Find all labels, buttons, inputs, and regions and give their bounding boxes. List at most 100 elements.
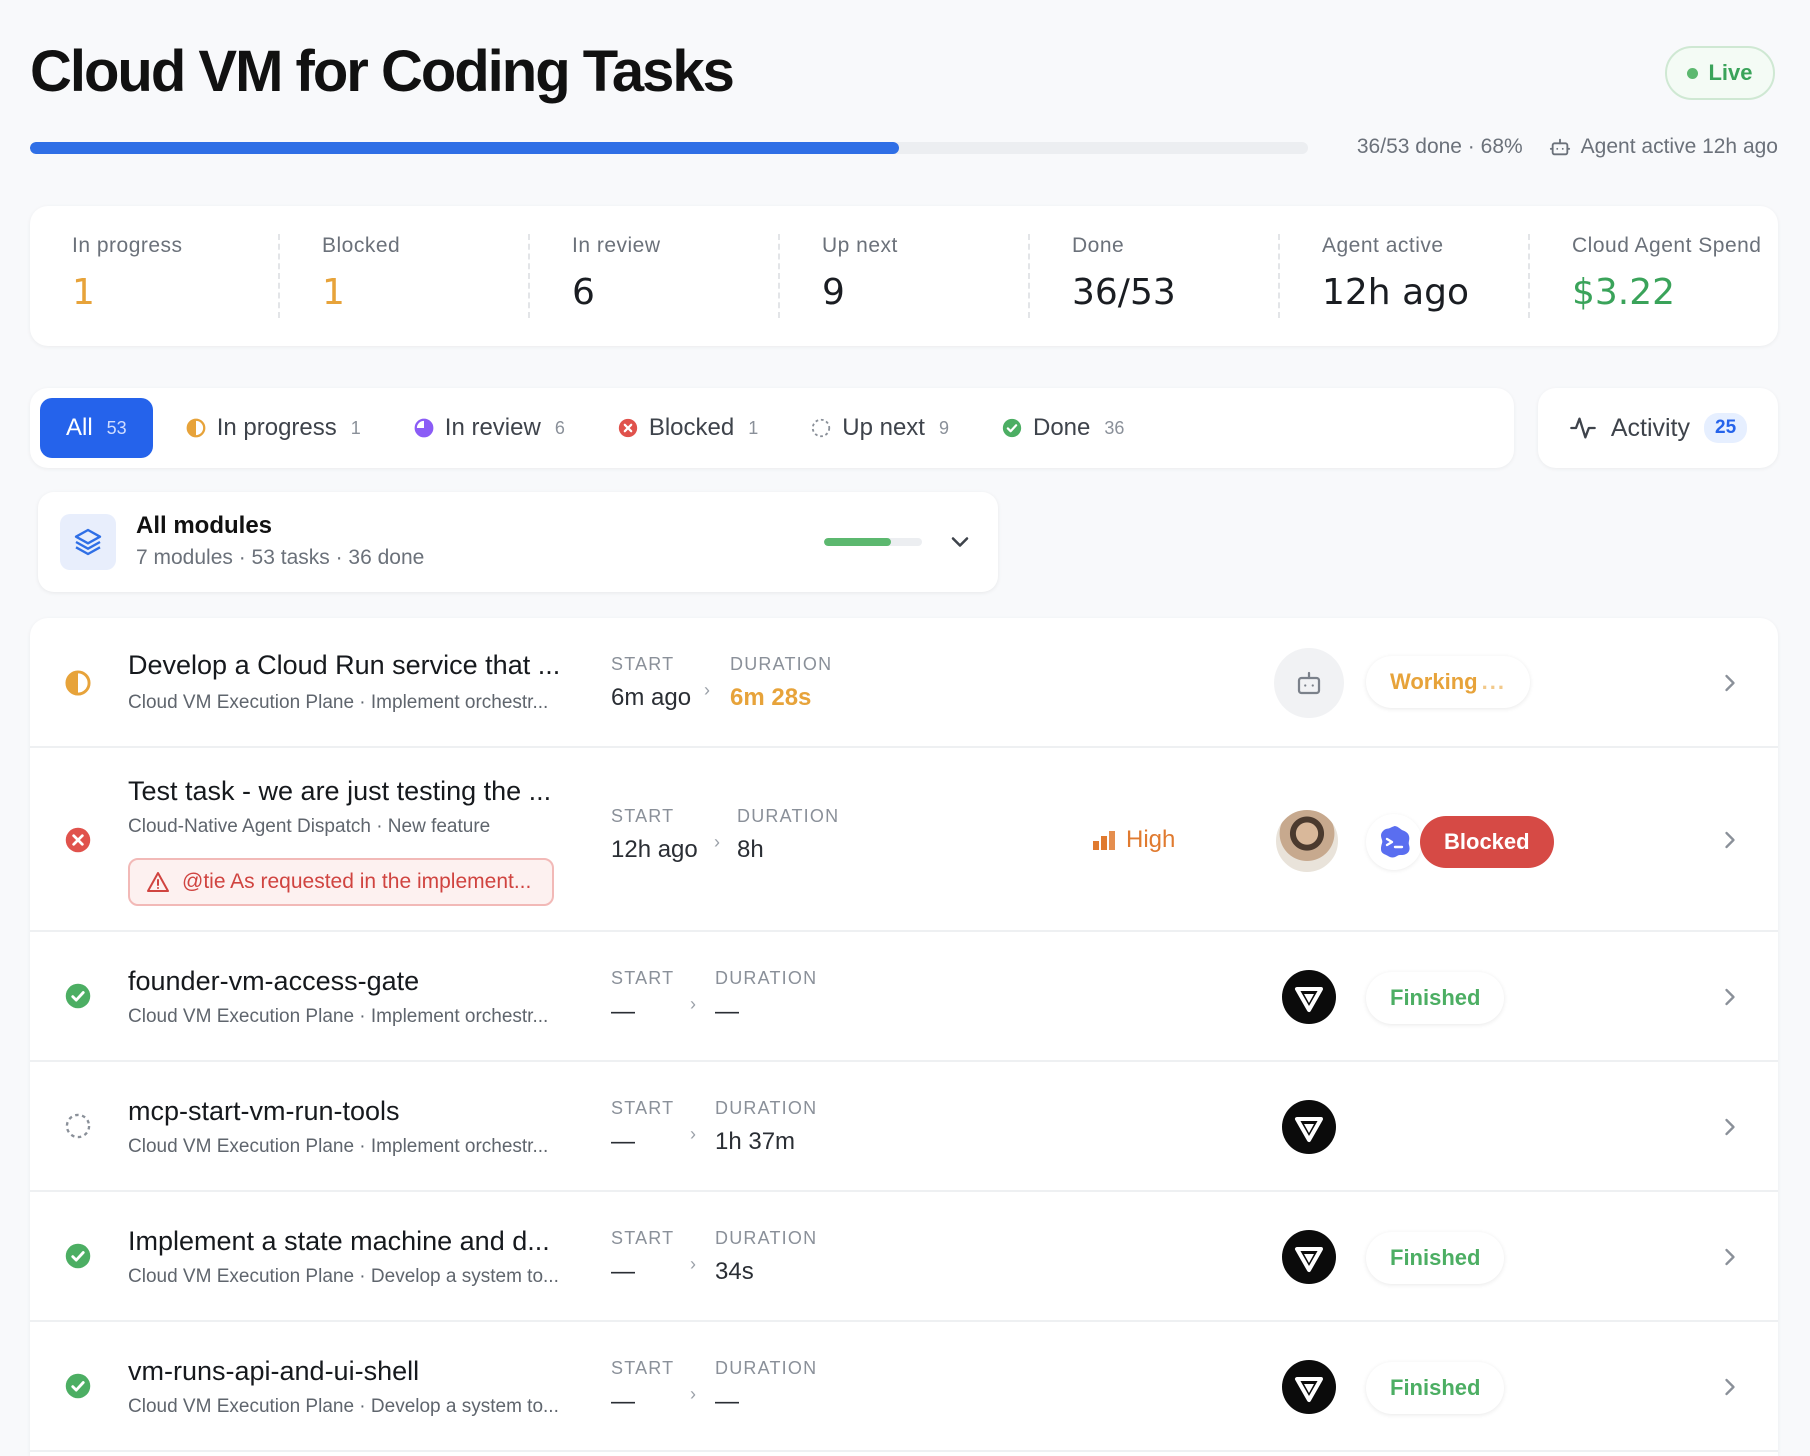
- warning-message[interactable]: @tie As requested in the implement...: [128, 858, 554, 906]
- overall-progress-bar: [30, 142, 1308, 154]
- filter-count: 9: [938, 417, 949, 438]
- filter-count: 1: [748, 417, 759, 438]
- chevron-down-icon[interactable]: [946, 528, 974, 556]
- duration-value: 1h 37m: [715, 1128, 796, 1155]
- agent-status: Agent active 12h ago: [1549, 135, 1778, 159]
- agent-logo-icon: [1282, 1100, 1336, 1154]
- start-value: —: [611, 1388, 635, 1415]
- task-subtitle: Cloud VM Execution Plane · Implement orc…: [128, 1136, 549, 1157]
- chevron-right-icon: ›: [704, 680, 710, 700]
- activity-pulse-icon: [1569, 417, 1596, 439]
- ai-agent-icon: [1366, 814, 1422, 870]
- stat-value: 9: [822, 272, 845, 313]
- duration-value: 6m 28s: [730, 684, 812, 711]
- x-circle-icon: [65, 827, 91, 853]
- filter-in-review[interactable]: In review 6: [387, 398, 591, 458]
- task-subtitle: Cloud VM Execution Plane · Develop a sys…: [128, 1396, 559, 1417]
- module-selector[interactable]: All modules 7 modules · 53 tasks · 36 do…: [38, 492, 998, 592]
- task-subtitle: Cloud VM Execution Plane · Develop a sys…: [128, 1266, 559, 1287]
- start-value: 12h ago: [611, 836, 698, 863]
- task-row[interactable]: founder-vm-access-gate Cloud VM Executio…: [30, 932, 1778, 1062]
- chevron-right-icon[interactable]: [1716, 826, 1744, 854]
- duration-label: DURATION: [730, 654, 833, 674]
- check-circle-icon: [65, 983, 91, 1009]
- module-progress-fill: [824, 538, 891, 546]
- status-pill-label: Blocked: [1444, 829, 1530, 854]
- status-pill-label: Finished: [1390, 1375, 1481, 1400]
- check-circle-icon: [65, 1243, 91, 1269]
- check-circle-icon: [1002, 418, 1022, 438]
- module-progress-bar: [824, 538, 922, 546]
- stat-label: Blocked: [322, 234, 401, 257]
- task-row[interactable]: Implement a state machine and d... Cloud…: [30, 1192, 1778, 1322]
- dashed-circle-icon: [65, 1113, 91, 1139]
- filter-up-next[interactable]: Up next 9: [784, 398, 975, 458]
- task-row[interactable]: mcp-start-vm-run-tools Cloud VM Executio…: [30, 1062, 1778, 1192]
- filter-blocked[interactable]: Blocked 1: [591, 398, 784, 458]
- activity-count-badge: 25: [1704, 413, 1748, 443]
- status-pill-label: Finished: [1390, 1245, 1481, 1270]
- stat-label: Up next: [822, 234, 898, 257]
- start-label: START: [611, 1098, 675, 1118]
- live-label: Live: [1708, 60, 1753, 85]
- filter-all[interactable]: All 53: [40, 398, 153, 458]
- filter-label: Done: [1032, 414, 1091, 441]
- filter-label: In review: [444, 414, 541, 441]
- status-pill-working: Working ...: [1366, 656, 1530, 708]
- live-dot-icon: [1687, 67, 1699, 79]
- priority-indicator: High: [1092, 826, 1175, 854]
- robot-icon: [1274, 648, 1344, 718]
- chevron-right-icon[interactable]: [1716, 1243, 1744, 1271]
- task-row[interactable]: Develop a Cloud Run service that ... Clo…: [30, 618, 1778, 748]
- filter-count: 53: [106, 417, 127, 438]
- avatar[interactable]: [1274, 808, 1340, 874]
- chevron-right-icon: ›: [714, 832, 720, 852]
- start-value: —: [611, 998, 635, 1025]
- half-circle-icon: [65, 670, 91, 696]
- overall-progress-fill: [30, 142, 900, 154]
- task-title: vm-runs-api-and-ui-shell: [128, 1356, 420, 1386]
- filter-done[interactable]: Done 36: [975, 398, 1150, 458]
- status-pill-label: Working: [1390, 669, 1478, 694]
- task-title: mcp-start-vm-run-tools: [128, 1096, 400, 1126]
- robot-icon: [1549, 138, 1570, 156]
- filter-in-progress[interactable]: In progress 1: [159, 398, 387, 458]
- task-title: Implement a state machine and d...: [128, 1226, 550, 1256]
- task-row[interactable]: vm-runs-api-and-ui-shell Cloud VM Execut…: [30, 1322, 1778, 1452]
- stat-value: 36/53: [1072, 272, 1176, 313]
- page-title: Cloud VM for Coding Tasks: [30, 39, 735, 104]
- priority-label: High: [1126, 826, 1176, 853]
- live-badge[interactable]: Live: [1665, 46, 1775, 100]
- stat-done: Done 36/53: [1030, 234, 1280, 318]
- agent-logo-icon: [1282, 970, 1336, 1024]
- status-pill-label: Finished: [1390, 985, 1481, 1010]
- signal-bars-icon: [1093, 831, 1115, 850]
- duration-label: DURATION: [715, 1358, 818, 1378]
- task-subtitle: Cloud-Native Agent Dispatch · New featur…: [128, 816, 491, 837]
- chevron-right-icon[interactable]: [1716, 1113, 1744, 1141]
- filter-count: 1: [350, 417, 361, 438]
- chevron-right-icon: ›: [690, 994, 696, 1014]
- chevron-right-icon[interactable]: [1716, 983, 1744, 1011]
- stat-in-progress: In progress 1: [30, 234, 280, 318]
- filter-count: 36: [1104, 417, 1125, 438]
- chevron-right-icon[interactable]: [1716, 669, 1744, 697]
- filter-label: Up next: [842, 414, 925, 441]
- module-title: All modules: [136, 512, 273, 539]
- warning-triangle-icon: [147, 872, 169, 892]
- task-subtitle: Cloud VM Execution Plane · Implement orc…: [128, 692, 549, 713]
- duration-label: DURATION: [715, 968, 818, 988]
- chevron-right-icon[interactable]: [1716, 1373, 1744, 1401]
- stat-agent-active: Agent active 12h ago: [1280, 234, 1530, 318]
- agent-status-text: Agent active 12h ago: [1580, 135, 1778, 158]
- task-list: Develop a Cloud Run service that ... Clo…: [30, 618, 1778, 1456]
- stat-in-review: In review 6: [530, 234, 780, 318]
- stat-blocked: Blocked 1: [280, 234, 530, 318]
- activity-button[interactable]: Activity 25: [1538, 388, 1778, 468]
- duration-label: DURATION: [715, 1098, 818, 1118]
- x-circle-icon: [618, 418, 638, 438]
- filter-label: Blocked: [648, 414, 735, 441]
- task-row[interactable]: Test task - we are just testing the ... …: [30, 748, 1778, 932]
- chevron-right-icon: ›: [690, 1384, 696, 1404]
